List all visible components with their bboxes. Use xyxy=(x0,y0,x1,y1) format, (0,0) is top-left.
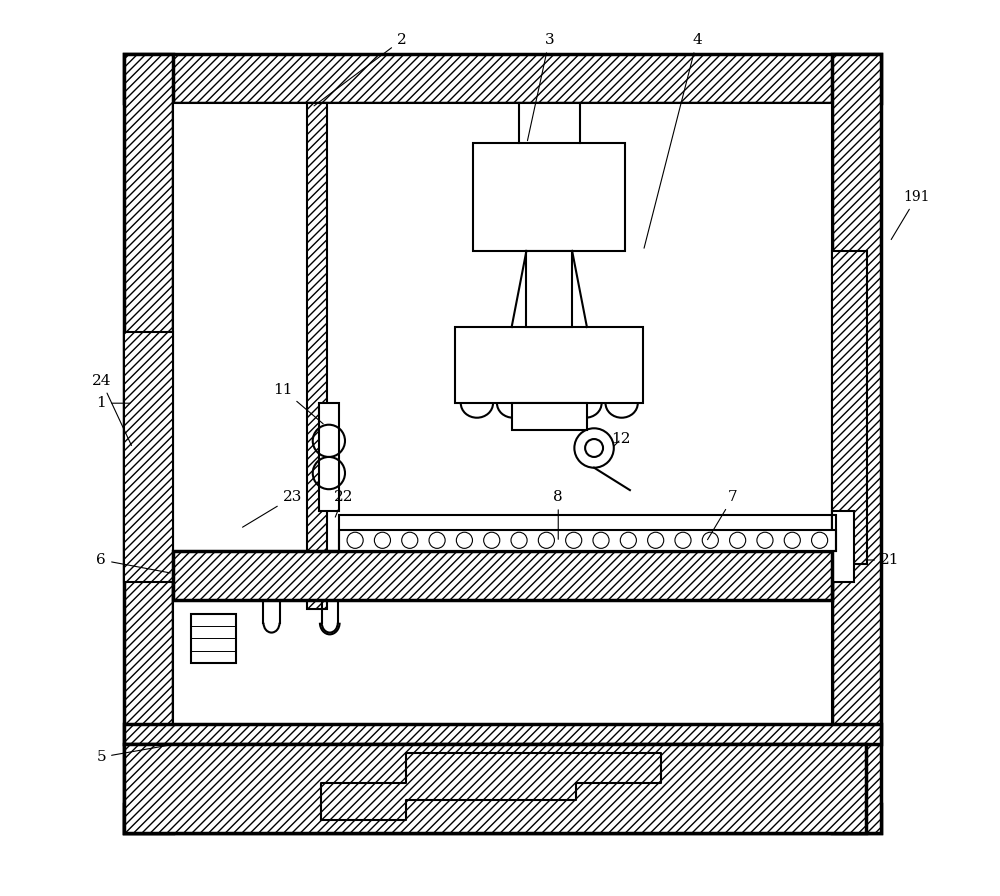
Bar xyxy=(124,724,881,744)
Bar xyxy=(319,403,339,511)
Bar xyxy=(124,54,881,103)
Bar xyxy=(173,103,832,804)
Text: 12: 12 xyxy=(611,432,631,446)
Text: 23: 23 xyxy=(243,490,302,527)
Bar xyxy=(512,403,587,430)
Text: 1: 1 xyxy=(96,396,130,410)
Bar xyxy=(473,143,625,251)
Bar xyxy=(124,804,881,833)
Text: 2: 2 xyxy=(314,33,406,106)
Text: 24: 24 xyxy=(92,374,131,445)
Text: 4: 4 xyxy=(644,33,702,248)
Text: 7: 7 xyxy=(708,490,738,539)
Bar xyxy=(124,332,173,582)
Text: 8: 8 xyxy=(553,490,563,539)
Text: 5: 5 xyxy=(96,745,175,764)
Bar xyxy=(832,251,867,564)
Text: 6: 6 xyxy=(96,553,170,573)
Bar xyxy=(832,54,881,833)
Text: 191: 191 xyxy=(891,190,930,239)
Bar xyxy=(191,614,236,663)
Bar xyxy=(339,530,836,551)
Bar xyxy=(832,511,854,582)
Bar xyxy=(307,103,327,609)
Bar xyxy=(339,515,836,551)
Bar xyxy=(124,54,173,833)
Text: 22: 22 xyxy=(333,490,353,517)
Text: 21: 21 xyxy=(866,553,900,567)
Bar xyxy=(526,251,572,327)
Bar xyxy=(173,551,832,600)
Bar xyxy=(124,744,866,833)
Text: 11: 11 xyxy=(273,383,323,424)
Bar xyxy=(455,327,643,403)
Text: 3: 3 xyxy=(527,33,554,141)
